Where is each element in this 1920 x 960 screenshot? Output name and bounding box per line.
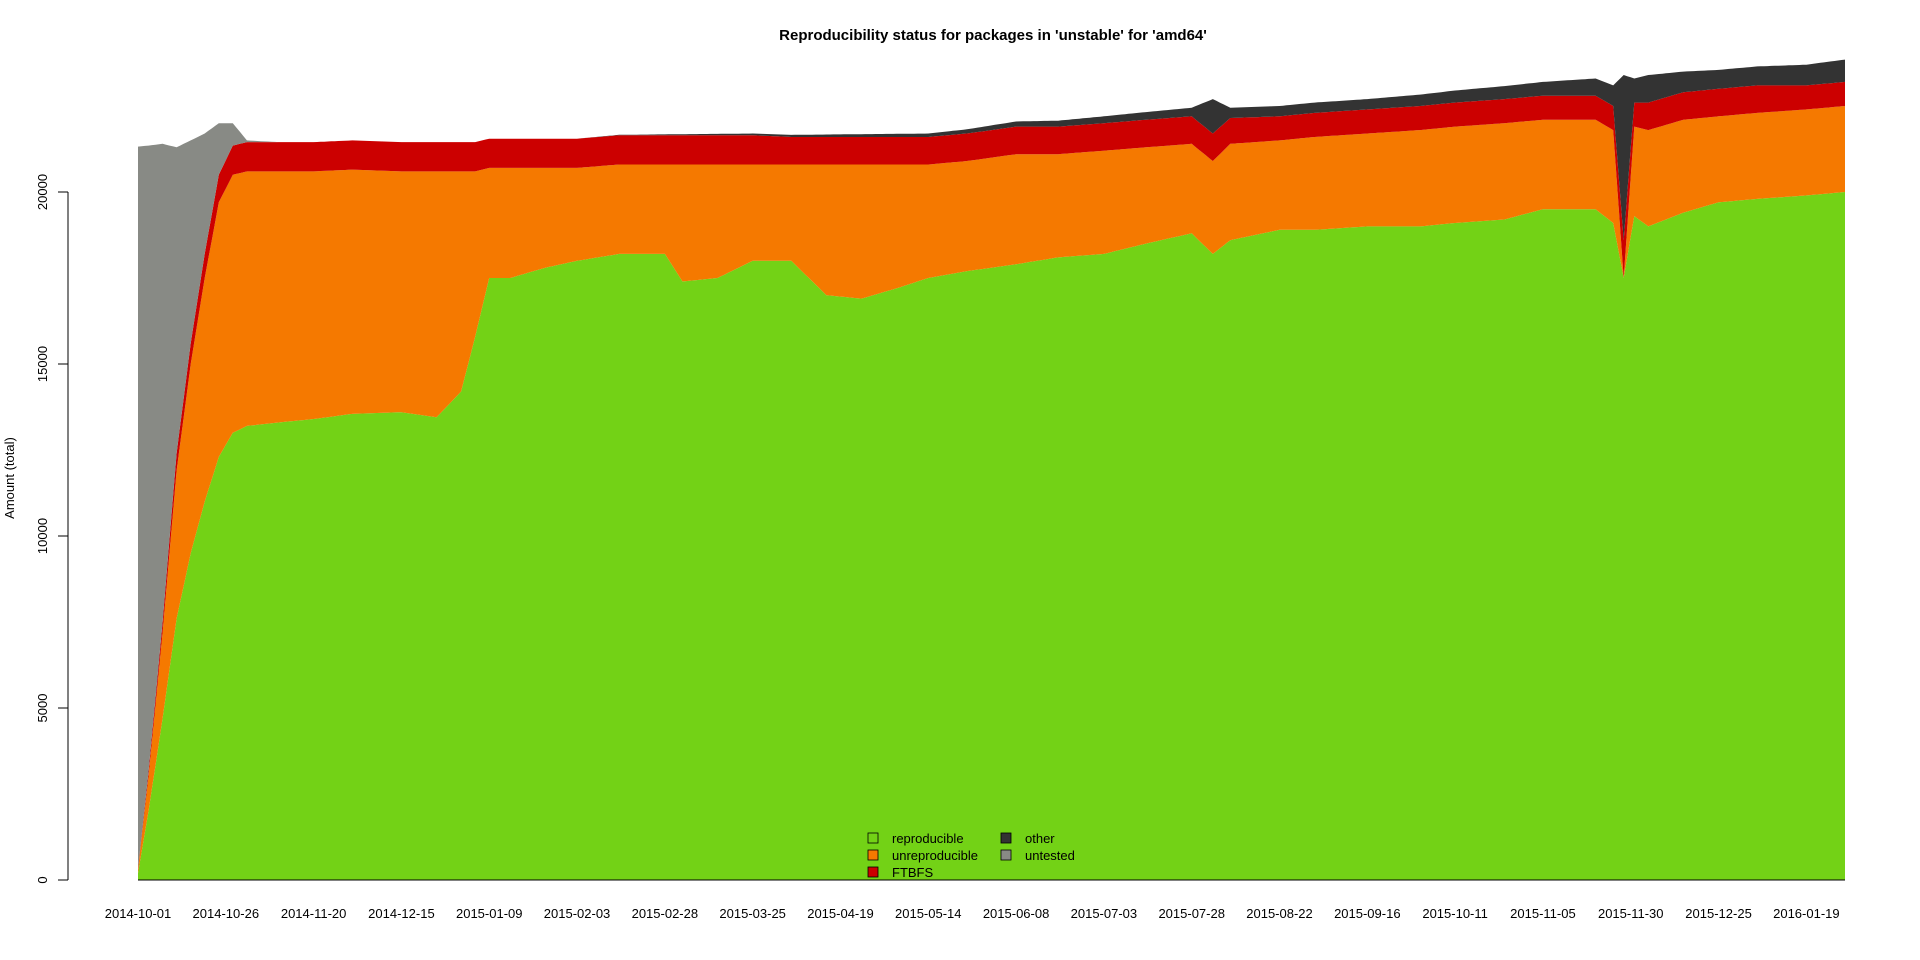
stacked-areas bbox=[138, 59, 1845, 880]
area-reproducible bbox=[138, 192, 1845, 880]
legend-swatch-unreproducible bbox=[867, 849, 879, 861]
y-axis: 0 5000 10000 15000 20000 bbox=[35, 174, 69, 884]
legend-swatch-untested bbox=[1000, 849, 1012, 861]
area-unreproducible bbox=[138, 106, 1845, 874]
x-tick-label: 2015-07-28 bbox=[1158, 906, 1225, 921]
y-axis-label: Amount (total) bbox=[2, 437, 17, 519]
legend-label-unreproducible: unreproducible bbox=[892, 848, 978, 863]
y-tick-label: 5000 bbox=[35, 694, 50, 723]
x-tick-label: 2015-02-03 bbox=[544, 906, 611, 921]
x-tick-label: 2015-01-09 bbox=[456, 906, 523, 921]
legend-swatch-ftbfs bbox=[867, 866, 879, 878]
x-tick-label: 2015-10-11 bbox=[1422, 906, 1488, 921]
x-axis: 2014-10-01 2014-10-26 2014-11-20 2014-12-15… bbox=[105, 879, 1845, 921]
x-tick-label: 2014-10-26 bbox=[193, 906, 260, 921]
x-tick-label: 2015-08-22 bbox=[1246, 906, 1313, 921]
x-tick-label: 2015-06-08 bbox=[983, 906, 1050, 921]
chart-title: Reproducibility status for packages in '… bbox=[779, 27, 1207, 44]
x-tick-label: 2014-10-01 bbox=[105, 906, 172, 921]
legend-swatch-reproducible bbox=[867, 832, 879, 844]
legend: reproducible unreproducible FTBFS other unte… bbox=[867, 831, 1075, 880]
legend-label-other: other bbox=[1025, 831, 1055, 846]
x-tick-label: 2015-04-19 bbox=[807, 906, 874, 921]
legend-label-untested: untested bbox=[1025, 848, 1075, 863]
area-ftbfs bbox=[138, 81, 1845, 870]
x-tick-label: 2014-11-20 bbox=[281, 906, 347, 921]
y-tick-label: 20000 bbox=[35, 174, 50, 210]
x-tick-label: 2015-11-05 bbox=[1510, 906, 1576, 921]
y-tick-label: 10000 bbox=[35, 518, 50, 554]
x-tick-label: 2016-01-19 bbox=[1773, 906, 1840, 921]
legend-label-reproducible: reproducible bbox=[892, 831, 964, 846]
x-tick-label: 2015-07-03 bbox=[1071, 906, 1138, 921]
x-tick-label: 2015-03-25 bbox=[719, 906, 786, 921]
legend-label-ftbfs: FTBFS bbox=[892, 865, 933, 880]
x-tick-label: 2015-11-30 bbox=[1598, 906, 1664, 921]
x-tick-label: 2015-12-25 bbox=[1685, 906, 1752, 921]
y-tick-label: 15000 bbox=[35, 346, 50, 382]
x-tick-label: 2015-09-16 bbox=[1334, 906, 1401, 921]
y-tick-label: 0 bbox=[35, 876, 50, 883]
x-tick-label: 2014-12-15 bbox=[368, 906, 435, 921]
legend-swatch-other bbox=[1000, 832, 1012, 844]
x-tick-label: 2015-02-28 bbox=[632, 906, 699, 921]
x-tick-label: 2015-05-14 bbox=[895, 906, 962, 921]
